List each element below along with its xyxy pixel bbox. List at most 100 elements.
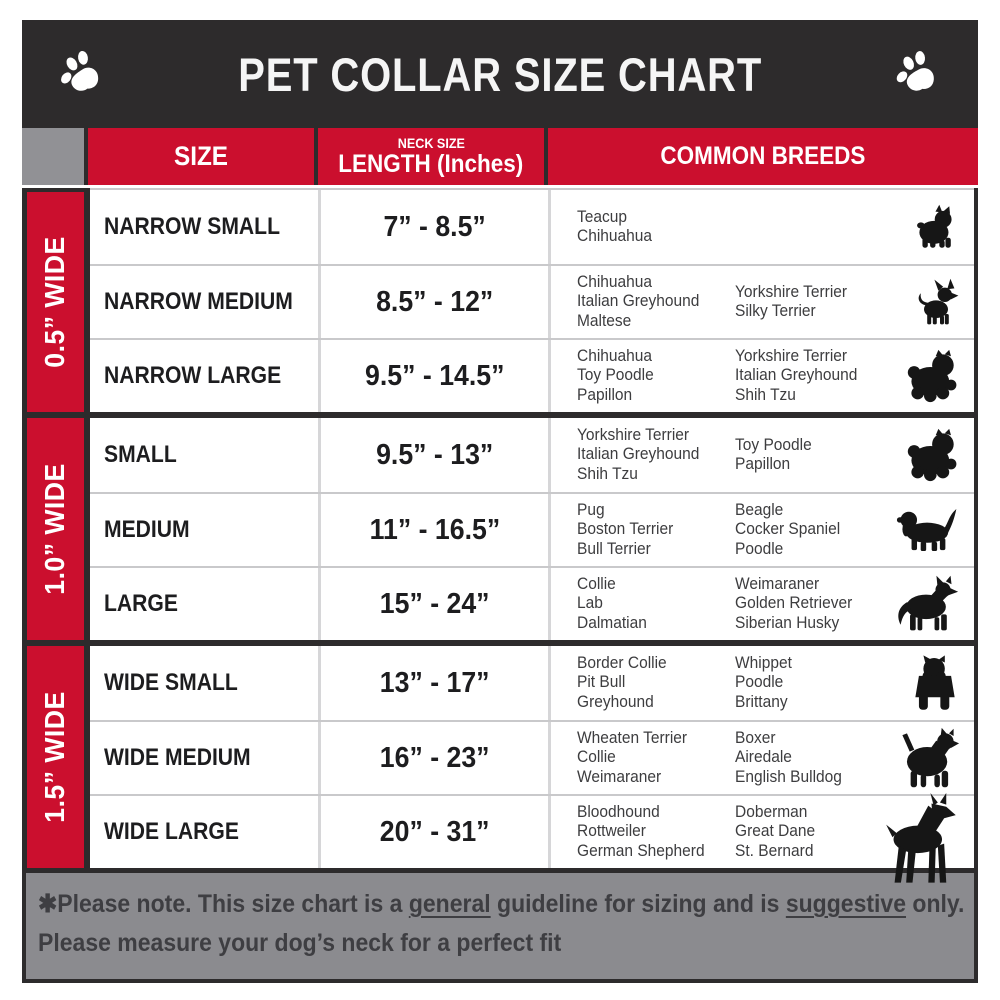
footer-note-line2: Please measure your dog’s neck for a per… (38, 928, 562, 957)
size-row: NARROW MEDIUM 8.5” - 12” Chihuahua Italian… (90, 264, 974, 338)
size-name-cell: MEDIUM (90, 494, 318, 566)
size-table-body: 0.5” WIDE NARROW SMALL 7” - 8.5” Teacup Chi… (22, 188, 978, 883)
neck-size-range: 15” - 24” (379, 587, 490, 620)
neck-size-cell: 13” - 17” (318, 646, 548, 720)
neck-size-cell: 7” - 8.5” (318, 190, 548, 264)
breed-list-right: Beagle Cocker Spaniel Poodle (735, 500, 841, 558)
breed-list-right: Doberman Great Dane St. Bernard (735, 802, 816, 860)
size-name-cell: WIDE LARGE (90, 796, 318, 868)
size-row: NARROW LARGE 9.5” - 14.5” Chihuahua Toy Po… (90, 338, 974, 412)
breed-list-right: Yorkshire Terrier Italian Greyhound Shih… (735, 346, 858, 404)
footer-underlined-word: suggestive (785, 890, 907, 918)
common-breeds-cell: Wheaten Terrier Collie Weimaraner Boxer A… (548, 722, 974, 794)
beagle-icon (896, 506, 960, 554)
neck-size-cell: 8.5” - 12” (318, 266, 548, 338)
size-name-cell: LARGE (90, 568, 318, 640)
pit-bull-front-icon (910, 655, 960, 711)
neck-size-range: 9.5” - 13” (375, 438, 494, 471)
size-row: NARROW SMALL 7” - 8.5” Teacup Chihuahua (90, 190, 974, 264)
neck-size-range: 9.5” - 14.5” (364, 359, 505, 392)
husky-icon (894, 575, 960, 633)
yorkshire-terrier-icon (914, 204, 960, 250)
neck-size-subtitle: NECK SIZE (397, 135, 465, 151)
size-row: WIDE LARGE 20” - 31” Bloodhound Rottweiler… (90, 793, 974, 883)
footer-text: only. (906, 890, 965, 918)
breed-list-left: Teacup Chihuahua (577, 207, 653, 245)
breed-list-left: Chihuahua Italian Greyhound Maltese (577, 272, 700, 330)
neck-size-range: 20” - 31” (379, 815, 490, 848)
size-name: MEDIUM (104, 516, 190, 543)
table-header-row: SIZE NECK SIZE LENGTH (Inches) COMMON BR… (22, 128, 978, 185)
footer-note-line1: ✱Please note. This size chart is a gener… (38, 885, 964, 924)
neck-size-range: 16” - 23” (379, 741, 490, 774)
common-breeds-cell: Chihuahua Italian Greyhound Maltese Yorks… (548, 266, 974, 338)
paw-icon (892, 48, 944, 100)
footer-note: ✱Please note. This size chart is a gener… (22, 868, 978, 983)
paw-icon (56, 48, 108, 100)
shih-tzu-icon (906, 349, 960, 403)
pit-bull-icon (896, 727, 960, 789)
neck-size-cell: 11” - 16.5” (318, 494, 548, 566)
footer-text: guideline for sizing and is (490, 890, 786, 918)
size-name: SMALL (104, 441, 177, 468)
page-title: PET COLLAR SIZE CHART (238, 47, 762, 101)
breed-list-left: Pug Boston Terrier Bull Terrier (577, 500, 674, 558)
neck-size-cell: 15” - 24” (318, 568, 548, 640)
group-width-label: 0.5” WIDE (27, 188, 90, 412)
common-breeds-cell: Yorkshire Terrier Italian Greyhound Shih… (548, 418, 974, 492)
breed-list-left: Border Collie Pit Bull Greyhound (577, 653, 667, 711)
doberman-icon (884, 793, 960, 890)
neck-size-range: 11” - 16.5” (369, 513, 500, 546)
width-group: 1.0” WIDE SMALL 9.5” - 13” Yorkshire Terrie… (22, 412, 978, 640)
neck-size-title: LENGTH (Inches) (338, 150, 524, 178)
chihuahua-icon (912, 278, 960, 326)
size-name-cell: SMALL (90, 418, 318, 492)
header-corner-cell (22, 128, 84, 185)
size-name: WIDE SMALL (104, 669, 238, 696)
shih-tzu-icon (906, 428, 960, 482)
size-name: NARROW MEDIUM (104, 288, 293, 315)
breed-list-left: Chihuahua Toy Poodle Papillon (577, 346, 654, 404)
common-breeds-cell: Border Collie Pit Bull Greyhound Whippet … (548, 646, 974, 720)
size-name-cell: WIDE MEDIUM (90, 722, 318, 794)
neck-size-cell: 9.5” - 13” (318, 418, 548, 492)
size-row: MEDIUM 11” - 16.5” Pug Boston Terrier Bull… (90, 492, 974, 566)
breed-list-right: Yorkshire Terrier Silky Terrier (735, 282, 848, 320)
breed-list-left: Bloodhound Rottweiler German Shepherd (577, 802, 705, 860)
width-group: 1.5” WIDE WIDE SMALL 13” - 17” Border Colli… (22, 640, 978, 883)
size-name: WIDE MEDIUM (104, 744, 251, 771)
size-row: SMALL 9.5” - 13” Yorkshire Terrier Italian… (90, 418, 974, 492)
group-width-label: 1.0” WIDE (27, 418, 90, 640)
neck-size-range: 13” - 17” (379, 666, 490, 699)
neck-size-cell: 9.5” - 14.5” (318, 340, 548, 412)
breed-list-right: Toy Poodle Papillon (735, 435, 812, 473)
size-name: WIDE LARGE (104, 818, 239, 845)
breed-list-left: Wheaten Terrier Collie Weimaraner (577, 728, 688, 786)
title-bar: PET COLLAR SIZE CHART (22, 20, 978, 128)
neck-size-cell: 20” - 31” (318, 796, 548, 868)
common-breeds-cell: Pug Boston Terrier Bull Terrier Beagle Co… (548, 494, 974, 566)
common-breeds-cell: Bloodhound Rottweiler German Shepherd Dob… (548, 793, 974, 883)
size-name: LARGE (104, 590, 178, 617)
size-name-cell: NARROW LARGE (90, 340, 318, 412)
common-breeds-cell: Teacup Chihuahua (548, 190, 974, 264)
column-header-neck-size: NECK SIZE LENGTH (Inches) (318, 128, 544, 185)
column-header-common-breeds: COMMON BREEDS (548, 128, 978, 185)
neck-size-cell: 16” - 23” (318, 722, 548, 794)
size-name: NARROW SMALL (104, 213, 280, 240)
breed-list-left: Yorkshire Terrier Italian Greyhound Shih… (577, 425, 700, 483)
size-name-cell: NARROW MEDIUM (90, 266, 318, 338)
breed-list-left: Collie Lab Dalmatian (577, 574, 647, 632)
column-header-size: SIZE (88, 128, 314, 185)
size-row: WIDE SMALL 13” - 17” Border Collie Pit Bul… (90, 646, 974, 720)
footer-text: ✱Please note. This size chart is a (38, 890, 409, 918)
breed-list-right: Weimaraner Golden Retriever Siberian Hus… (735, 574, 853, 632)
group-width-label: 1.5” WIDE (27, 646, 90, 868)
breed-list-right: Boxer Airedale English Bulldog (735, 728, 842, 786)
neck-size-range: 7” - 8.5” (383, 210, 486, 243)
common-breeds-cell: Collie Lab Dalmatian Weimaraner Golden Re… (548, 568, 974, 640)
size-name-cell: NARROW SMALL (90, 190, 318, 264)
footer-underlined-word: general (408, 890, 491, 918)
pet-collar-size-chart: PET COLLAR SIZE CHART SIZE NECK SIZE LEN… (22, 20, 978, 983)
breed-list-right: Whippet Poodle Brittany (735, 653, 792, 711)
